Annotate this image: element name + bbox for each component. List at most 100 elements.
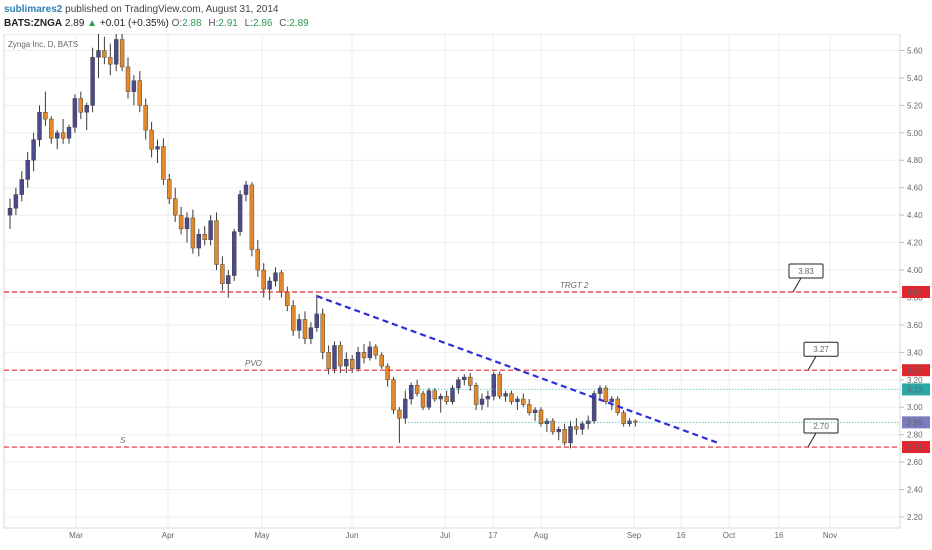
candle-body [60,132,66,139]
published-text: published on TradingView.com, August 31,… [65,4,279,15]
candle-body [78,98,84,113]
candle-body [503,393,508,397]
candle-body [125,66,131,92]
x-tick-label: Nov [823,531,837,540]
candle-body [314,313,319,328]
y-tick-label: 4.00 [907,266,923,275]
candle-body [190,217,196,249]
candle-body [96,50,101,58]
y-tick-label: 2.20 [907,513,923,522]
candle-body [438,396,443,400]
candle-body [409,385,414,400]
callout-label: 3.27 [813,345,829,354]
candle-body [586,420,591,424]
candle-body [84,105,89,113]
candle-body [231,231,237,276]
candle-body [574,426,579,430]
candle-body [261,269,266,290]
candle-body [102,50,107,58]
candle-body [538,409,544,424]
candle-body [373,346,378,356]
candle-body [491,374,496,397]
candle-body [509,393,514,402]
candle-body [37,112,42,140]
candle-body [450,387,455,402]
callout-pointer [807,432,817,448]
candle-body [66,127,72,139]
candle-body [473,385,479,405]
candle-body [591,393,597,422]
candle-body [308,327,314,339]
price-chart[interactable]: 2.202.402.602.803.003.203.403.603.804.00… [0,34,932,550]
candle-body [426,390,432,408]
y-tick-label: 5.60 [907,46,923,55]
level-name: PVO [245,359,262,368]
x-tick-label: Apr [162,531,175,540]
x-tick-label: Aug [534,531,548,540]
candle-body [296,319,302,331]
candle-body [521,398,526,405]
low-label: L: [244,18,253,29]
level-name: S [120,436,126,445]
callout-pointer [807,355,817,371]
candle-body [603,387,609,402]
quote-line: BATS:ZNGA 2.89 ▲ +0.01 (+0.35%) O:2.88 H… [4,17,313,30]
y-tick-label: 4.80 [907,156,923,165]
author-link[interactable]: sublimares2 [4,4,63,15]
candle-body [243,184,249,195]
open-label: O: [171,18,183,29]
candle-body [25,160,30,180]
y-tick-label: 3.00 [907,403,923,412]
callout-label: 2.70 [813,422,829,431]
x-tick-label: 16 [775,531,784,540]
chart-title: Zynga Inc, D, BATS [8,40,78,49]
candle-body [562,429,567,444]
candle-body [119,39,125,68]
x-tick-label: Jul [440,531,450,540]
y-tick-label: 4.20 [907,239,923,248]
candle-body [279,272,284,293]
y-tick-label: 2.60 [907,458,923,467]
candle-body [532,409,538,413]
candle-body [113,39,119,65]
y-tick-label: 3.60 [907,321,923,330]
candle-body [302,319,308,339]
x-tick-label: Sep [627,531,642,540]
plot-area [3,34,901,529]
x-tick-label: 17 [489,531,498,540]
candle-body [444,396,449,402]
level-name: TRGT 2 [560,281,589,290]
x-tick-label: Mar [69,531,83,540]
candle-body [184,217,190,230]
candle-body [326,352,331,370]
candle-body [255,249,261,271]
candle-body [49,118,54,139]
candle-body [19,179,24,195]
candle-body [149,129,154,150]
candle-body [550,420,555,433]
x-tick-label: Oct [723,531,736,540]
callout-label: 3.83 [798,267,814,276]
candle-body [214,220,219,265]
candle-body [55,132,60,139]
candle-body [485,396,491,400]
change-value: +0.01 (+0.35%) [99,18,169,29]
y-tick-label: 3.20 [907,376,923,385]
dotted-price-tag [902,383,930,396]
candle-body [379,354,384,367]
candle-body [273,272,278,282]
candle-body [137,80,143,106]
candle-body [556,429,561,433]
candle-body [13,194,19,209]
candle-body [568,426,573,444]
candle-body [597,387,603,394]
candle-body [621,412,626,424]
candle-body [420,393,426,408]
candle-body [172,198,178,216]
level-price-tag [902,285,930,298]
candle-body [167,179,172,199]
candle-body [143,105,148,131]
candle-body [432,390,437,400]
candle-body [580,423,585,430]
candle-body [497,374,502,397]
